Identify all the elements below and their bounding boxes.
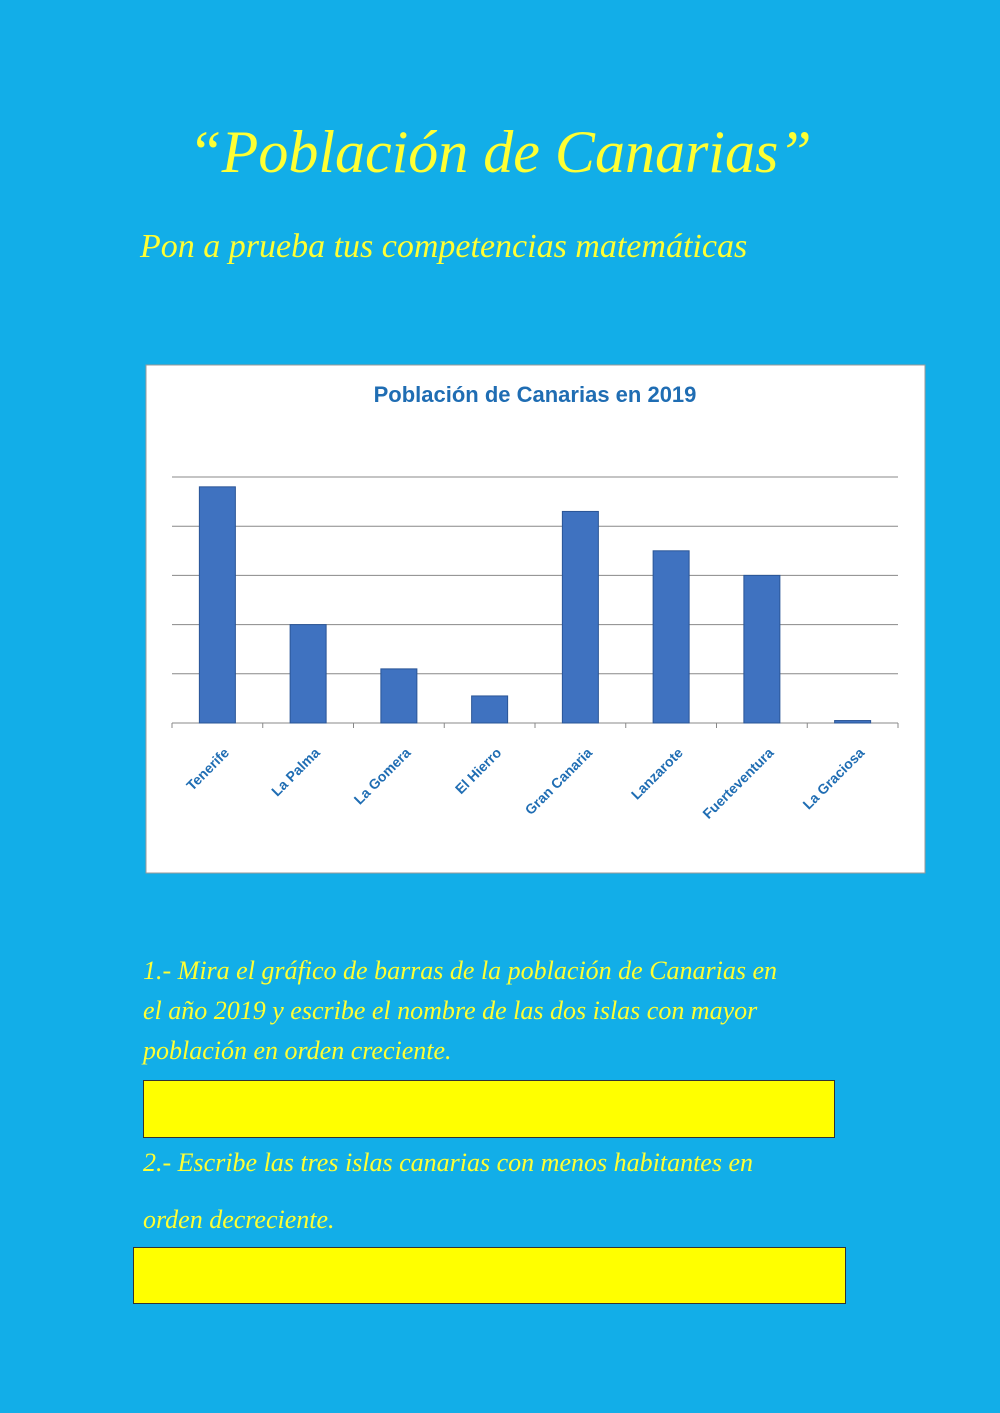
bar (743, 574, 781, 724)
bar (561, 510, 599, 724)
chart: Población de Canarias en 2019 Tenerife La… (145, 364, 926, 874)
chart-title: Población de Canarias en 2019 (374, 382, 697, 407)
bar (652, 550, 690, 724)
question-line: 1.- Mira el gráfico de barras de la pobl… (143, 956, 778, 985)
answer-box[interactable] (133, 1247, 846, 1304)
page-title: “Población de Canarias” (188, 119, 812, 185)
question-line: población en orden creciente. (143, 1036, 452, 1065)
question-line: orden decreciente. (143, 1205, 335, 1234)
question-line: 2.- Escribe las tres islas canarias con … (143, 1148, 753, 1177)
bar (834, 720, 872, 724)
bar (198, 486, 236, 724)
bar (289, 624, 327, 724)
question-line: el año 2019 y escribe el nombre de las d… (143, 996, 758, 1025)
chart-frame (145, 364, 926, 874)
answer-box[interactable] (143, 1080, 835, 1138)
bar (380, 668, 418, 724)
subtitle: Pon a prueba tus competencias matemática… (140, 228, 748, 265)
bar (471, 695, 509, 724)
